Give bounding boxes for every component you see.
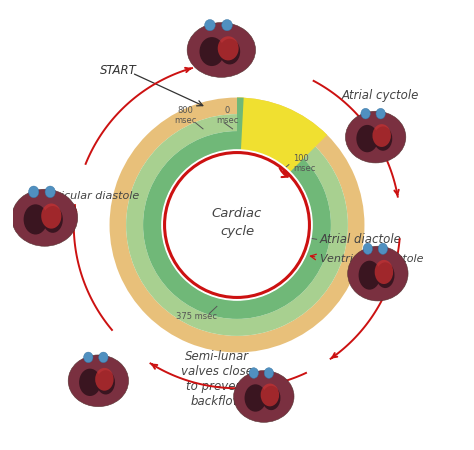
Ellipse shape <box>261 383 279 406</box>
Text: Ventricular systole: Ventricular systole <box>320 253 423 264</box>
Circle shape <box>162 150 312 300</box>
Ellipse shape <box>24 204 47 234</box>
Ellipse shape <box>376 262 394 288</box>
Ellipse shape <box>359 261 381 290</box>
Ellipse shape <box>99 352 108 363</box>
Ellipse shape <box>356 125 378 152</box>
Wedge shape <box>237 98 327 172</box>
Ellipse shape <box>187 22 255 77</box>
Ellipse shape <box>28 186 39 198</box>
Ellipse shape <box>348 246 408 301</box>
Ellipse shape <box>43 206 63 233</box>
Ellipse shape <box>361 108 370 119</box>
Ellipse shape <box>68 355 128 407</box>
Ellipse shape <box>245 384 266 412</box>
FancyArrowPatch shape <box>280 168 288 177</box>
Ellipse shape <box>374 126 392 151</box>
Wedge shape <box>143 131 331 319</box>
Ellipse shape <box>218 36 238 60</box>
Text: Cardiac
cycle: Cardiac cycle <box>212 207 262 238</box>
Text: 0
msec: 0 msec <box>216 106 238 125</box>
Ellipse shape <box>83 352 93 363</box>
Ellipse shape <box>373 124 391 147</box>
Ellipse shape <box>346 111 406 163</box>
Ellipse shape <box>95 368 114 391</box>
Ellipse shape <box>12 189 78 246</box>
Text: 100
msec: 100 msec <box>293 153 315 173</box>
Text: Semi-lunar
valves close
to prevent
backflow: Semi-lunar valves close to prevent backf… <box>181 350 253 408</box>
Wedge shape <box>109 98 365 352</box>
Ellipse shape <box>45 186 55 198</box>
Ellipse shape <box>363 243 373 254</box>
Ellipse shape <box>41 203 61 229</box>
Ellipse shape <box>200 37 224 66</box>
Ellipse shape <box>376 108 385 119</box>
Ellipse shape <box>219 39 240 64</box>
Ellipse shape <box>262 386 281 410</box>
Ellipse shape <box>249 368 258 378</box>
Ellipse shape <box>378 243 388 254</box>
Ellipse shape <box>79 369 101 396</box>
Text: 800
msec: 800 msec <box>174 106 197 125</box>
Ellipse shape <box>205 19 215 31</box>
Wedge shape <box>237 98 244 150</box>
Text: 375 msec: 375 msec <box>176 312 217 321</box>
Text: Ventricular diastole: Ventricular diastole <box>31 191 139 201</box>
Ellipse shape <box>374 260 393 284</box>
Text: START: START <box>100 64 137 77</box>
Wedge shape <box>126 114 348 336</box>
Ellipse shape <box>234 371 294 422</box>
Text: Atrial cyctole: Atrial cyctole <box>342 89 419 102</box>
Ellipse shape <box>264 368 273 378</box>
Text: Atrial diactole: Atrial diactole <box>320 233 401 246</box>
Ellipse shape <box>97 370 115 395</box>
Ellipse shape <box>222 19 232 31</box>
